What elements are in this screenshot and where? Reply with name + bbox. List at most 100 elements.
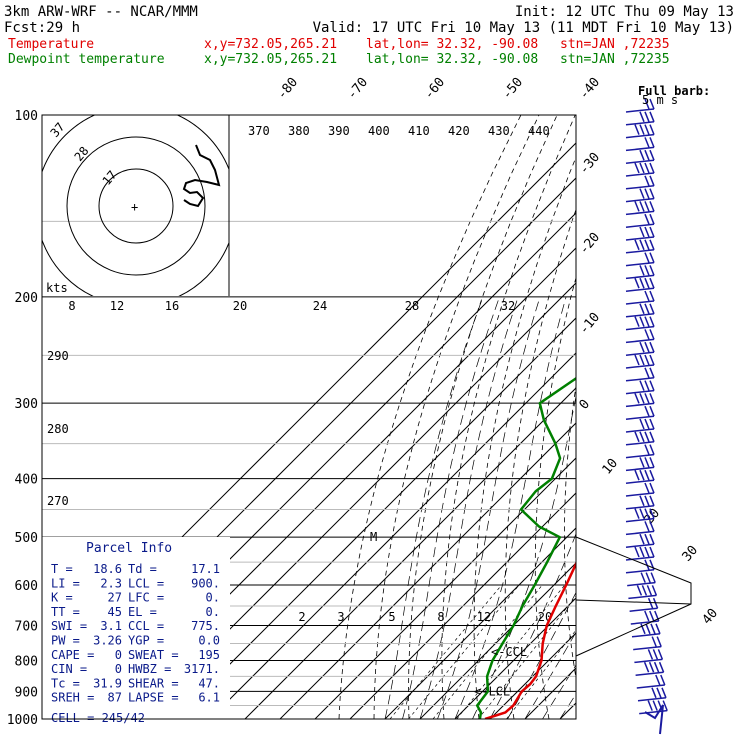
- wind-barb-flag: [658, 661, 665, 673]
- wind-barb-flag: [644, 559, 650, 571]
- wind-barb: [633, 636, 662, 651]
- theta-e-label-410: 410: [408, 124, 430, 138]
- wind-barb-flag: [650, 572, 656, 583]
- wind-barb: [627, 572, 656, 587]
- wind-barb-flag: [634, 354, 640, 366]
- wind-barb-flag: [649, 533, 655, 545]
- wind-barb-flag: [644, 277, 650, 289]
- wind-barb: [625, 265, 655, 280]
- wind-barb-flag: [644, 469, 650, 481]
- wind-barb-staff: [625, 402, 655, 408]
- dry-adiabat-line: [338, 115, 522, 719]
- wind-barb-staff: [625, 325, 655, 331]
- wind-barb-flag: [644, 239, 650, 251]
- wind-barb-staff: [625, 287, 655, 292]
- wind-barb: [630, 610, 660, 625]
- wind-barb-flag: [649, 521, 655, 532]
- wind-barb-flag: [644, 316, 650, 327]
- parcel-info-box: Parcel Info T = 18.6 Td = 17.1 LI = 2.3 LCL = 9…: [42, 537, 230, 725]
- parcel-value-lfc: 0.: [206, 591, 220, 605]
- wind-barb: [628, 585, 658, 600]
- pressure-label-600: 600: [15, 579, 38, 594]
- wind-barb-staff: [637, 697, 667, 702]
- parcel-info-background: [42, 537, 230, 719]
- parcel-value-pw: 3.26: [93, 634, 122, 648]
- dry-adiabat-line: [564, 383, 576, 681]
- wind-barb-flag: [640, 623, 646, 635]
- wind-barb-flag: [634, 508, 640, 519]
- wind-barb-flag: [649, 482, 655, 494]
- wind-barb-staff: [625, 261, 655, 267]
- wind-barb-flag: [639, 341, 645, 353]
- wind-barb-flag: [649, 162, 655, 174]
- wind-barb-flag: [644, 380, 650, 391]
- speed-tick-8: 8: [68, 299, 75, 313]
- hodograph-ring-middle: [66, 136, 206, 276]
- wind-barb-flag: [646, 585, 653, 596]
- wind-barb-flag: [644, 149, 650, 161]
- wind-barb-staff: [625, 300, 655, 305]
- isotherm-label--80: -80: [275, 75, 302, 103]
- theta-e-labels: 370 380 390 400 410 420 430 440: [248, 124, 550, 138]
- wind-barb-flag: [639, 162, 645, 174]
- wind-barb-staff: [625, 505, 655, 510]
- level-markers: <-CCL <-LCL M: [370, 530, 527, 698]
- wind-barb-flag: [639, 380, 645, 391]
- barb-legend-line2: 5 m s: [642, 93, 678, 107]
- wind-barb-staff: [631, 633, 661, 638]
- dry-adiabat-line: [593, 115, 666, 719]
- wind-barb-flag: [649, 175, 655, 187]
- wind-barb-flag: [644, 175, 650, 187]
- wind-barb-flag: [649, 303, 655, 315]
- wind-barb-flag: [649, 188, 655, 199]
- wind-barb-staff: [625, 338, 655, 344]
- isotherm-line: [314, 457, 576, 719]
- wind-barb: [625, 111, 655, 126]
- wind-barb-staff: [636, 684, 665, 689]
- wind-barb-flag: [634, 162, 640, 174]
- wind-barb-staff: [625, 441, 655, 446]
- wind-barb: [625, 316, 655, 331]
- wind-barb: [625, 393, 655, 408]
- wind-barb: [625, 418, 655, 433]
- speed-tick-20: 20: [233, 299, 247, 313]
- wind-barb-staff: [625, 197, 655, 203]
- wind-barb-flag: [644, 124, 650, 135]
- wind-barb-flag: [649, 431, 655, 443]
- wind-barb-flag: [649, 393, 655, 404]
- wind-barb-flag: [639, 418, 645, 430]
- parcel-key-hwbz: HWBZ =: [128, 662, 171, 676]
- parcel-key-td: Td =: [128, 562, 157, 576]
- wind-barb-flag: [644, 252, 650, 263]
- parcel-value-k: 27: [108, 591, 122, 605]
- parcel-info-title: Parcel Info: [86, 541, 172, 556]
- wind-barb-flag: [644, 367, 650, 379]
- wind-barb-flag: [644, 431, 650, 443]
- wind-barb-flag: [644, 393, 650, 404]
- wind-barb-staff: [625, 389, 655, 395]
- wind-barb-flag: [649, 124, 655, 135]
- wind-barb-flag: [656, 687, 662, 699]
- plot-frame: [41, 114, 577, 720]
- wind-barb-flag: [649, 341, 655, 353]
- wind-barb-staff: [625, 453, 655, 459]
- temperature-xy: x,y=732.05,265.21: [204, 37, 337, 52]
- wind-barb-staff: [625, 249, 655, 254]
- wind-barb-flag: [639, 277, 645, 289]
- wind-barb: [625, 354, 655, 369]
- wind-barb-flag: [639, 111, 645, 123]
- wind-barb-staff: [625, 543, 655, 548]
- wind-barb-flag: [634, 431, 640, 443]
- wind-barb-flag: [639, 457, 645, 468]
- side-label-270: 270: [47, 494, 69, 508]
- wind-barb-flag: [645, 623, 651, 635]
- moist-adiabat-line: [384, 296, 484, 719]
- wind-barb-flag: [649, 252, 655, 263]
- hodograph-ring-inner: [98, 168, 174, 244]
- wind-barb-staff: [625, 556, 655, 561]
- isotherm-label--60: -60: [422, 75, 449, 103]
- wind-barb-flag: [649, 405, 655, 417]
- isotherm-line: [139, 282, 576, 719]
- parcel-key-cin: CIN =: [51, 662, 87, 676]
- pressure-label-400: 400: [15, 473, 38, 488]
